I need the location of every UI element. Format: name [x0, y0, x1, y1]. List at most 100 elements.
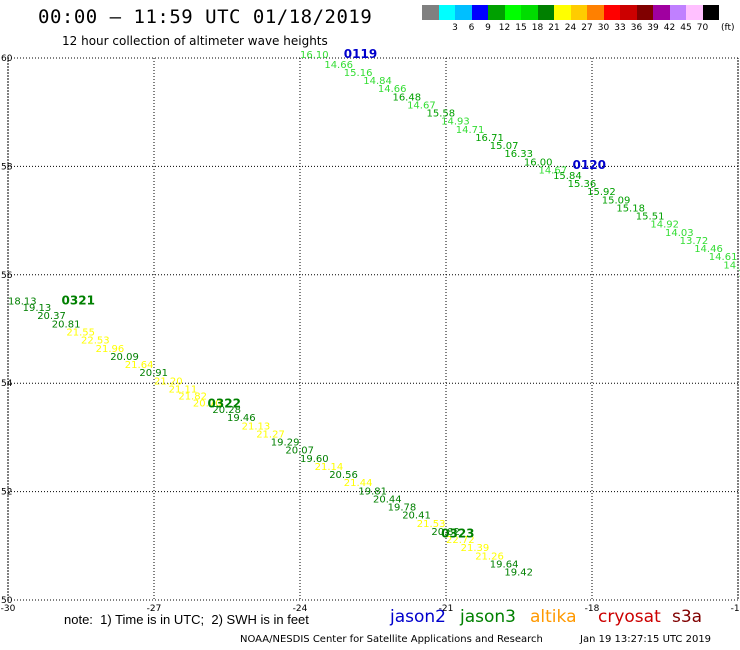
swh-value: 15.92: [587, 187, 616, 198]
swh-value: 14.46: [694, 244, 723, 255]
legend-jason2: jason2: [390, 607, 446, 627]
swh-value: 15.58: [427, 109, 456, 120]
scale-swatch: [702, 5, 719, 20]
swh-value: 14.84: [363, 76, 392, 87]
swh-value: 19.78: [388, 503, 417, 514]
scale-label: 18: [531, 23, 544, 33]
swh-value: 14.93: [441, 117, 470, 128]
swh-value: 20.70: [193, 399, 222, 410]
swh-value: 16.33: [504, 149, 533, 160]
lon-tick-label: -27: [147, 604, 162, 614]
swh-value: 14.67: [538, 165, 567, 176]
lon-tick-label: -18: [585, 604, 600, 614]
swh-value: 14.66: [324, 60, 353, 71]
swh-value: 21.55: [66, 328, 95, 339]
scale-label: 21: [548, 23, 560, 33]
scale-swatch: [686, 5, 703, 20]
swh-value: 13.72: [680, 236, 709, 247]
swh-value: 16.48: [392, 92, 421, 103]
swh-value: 15.51: [636, 212, 665, 223]
scale-label: 39: [647, 23, 659, 33]
scale-swatch: [636, 5, 653, 20]
scale-label: 12: [498, 23, 511, 33]
swh-value: 14.71: [456, 125, 485, 136]
scale-swatch: [603, 5, 620, 20]
satellite-track: 18.1319.1320.3720.8121.5522.5321.9620.09…: [8, 294, 222, 410]
scale-label: 15: [515, 23, 527, 33]
pass-time-label: 0321: [62, 294, 95, 308]
swh-value: 19.60: [300, 454, 329, 465]
swh-value: 21.26: [475, 551, 504, 562]
lat-tick-label: 60: [1, 54, 13, 64]
scale-swatch: [471, 5, 488, 20]
swh-value: 19.64: [490, 559, 519, 570]
swh-value: 21.13: [242, 421, 271, 432]
page-subtitle: 12 hour collection of altimeter wave hei…: [62, 34, 328, 48]
axis-tick-labels: -30 -27 -24 -21 -18 -15 60 58 56 54 52 50: [1, 54, 740, 614]
swh-value: 21.64: [125, 360, 154, 371]
swh-value: 19.13: [23, 303, 52, 314]
scale-swatch: [620, 5, 637, 20]
swh-value: 14.92: [650, 220, 679, 231]
swh-value: 20.28: [212, 405, 241, 416]
pass-time-label: 0120: [573, 158, 606, 172]
scale-swatch: [422, 5, 439, 20]
scale-swatch: [504, 5, 521, 20]
pass-time-label: 0119: [344, 47, 377, 61]
scale-label: 24: [564, 23, 577, 33]
swh-value: 15.07: [490, 141, 519, 152]
scale-label: 30: [597, 23, 610, 33]
swh-value: 21.20: [154, 376, 183, 387]
footer-note: note: 1) Time is in UTC; 2) SWH is in fe…: [64, 612, 309, 627]
swh-value: 20.37: [37, 311, 66, 322]
scale-label: 33: [614, 23, 626, 33]
swh-value: 19.29: [271, 438, 300, 449]
satellite-track: 16.1014.6615.1614.8414.6616.4814.6715.58…: [300, 47, 553, 168]
legend-altika: altika: [530, 607, 577, 627]
lon-tick-label: -15: [731, 604, 740, 614]
lon-tick-label: -30: [1, 604, 16, 614]
legend-cryosat: cryosat: [598, 607, 661, 627]
swh-value: 15.36: [568, 179, 597, 190]
swh-value: 19.81: [358, 486, 387, 497]
swh-value: 21.27: [256, 429, 285, 440]
track-layer: 16.1014.6615.1614.8414.6616.4814.6715.58…: [8, 47, 740, 579]
scale-label: 36: [630, 23, 643, 33]
swh-value: 15.09: [602, 195, 631, 206]
scale-label: 6: [468, 23, 475, 33]
swh-value: 20.91: [139, 368, 168, 379]
swh-value: 21.53: [417, 519, 446, 530]
swh-value: 14.03: [665, 228, 694, 239]
swh-value: 14.61: [709, 252, 738, 263]
lat-tick-label: 50: [1, 596, 13, 606]
page-title: 00:00 – 11:59 UTC 01/18/2019: [38, 6, 373, 28]
credit-line: NOAA/NESDIS Center for Satellite Applica…: [240, 634, 543, 645]
swh-value: 15.16: [344, 68, 373, 79]
swh-value: 14.66: [378, 84, 407, 95]
scale-swatch: [554, 5, 571, 20]
lon-tick-label: -24: [293, 604, 308, 614]
lat-tick-label: 56: [1, 271, 13, 281]
scale-label: 70: [696, 23, 709, 33]
swh-value: 22.72: [446, 535, 475, 546]
swh-value: 20.07: [285, 446, 314, 457]
swh-value: 19.46: [227, 413, 256, 424]
lat-tick-label: 54: [1, 379, 13, 389]
swh-value: 22.53: [81, 336, 110, 347]
scale-label: 42: [663, 23, 676, 33]
swh-value: 20.41: [402, 511, 431, 522]
swh-value: 18.13: [8, 297, 37, 308]
swh-value: 16.71: [475, 133, 504, 144]
pass-time-label: 0323: [441, 527, 474, 541]
pass-time-label: 0322: [208, 397, 241, 411]
map-frame: [7, 57, 739, 601]
swh-value: 16.00: [524, 157, 553, 168]
swh-value: 21.14: [315, 462, 344, 473]
lon-tick-label: -21: [439, 604, 454, 614]
swh-value: 20.56: [329, 470, 358, 481]
lat-tick-label: 52: [1, 488, 12, 498]
swh-value: 15.84: [553, 171, 582, 182]
satellite-track: 14.6715.8415.3615.9215.0915.1815.5114.92…: [538, 158, 740, 279]
